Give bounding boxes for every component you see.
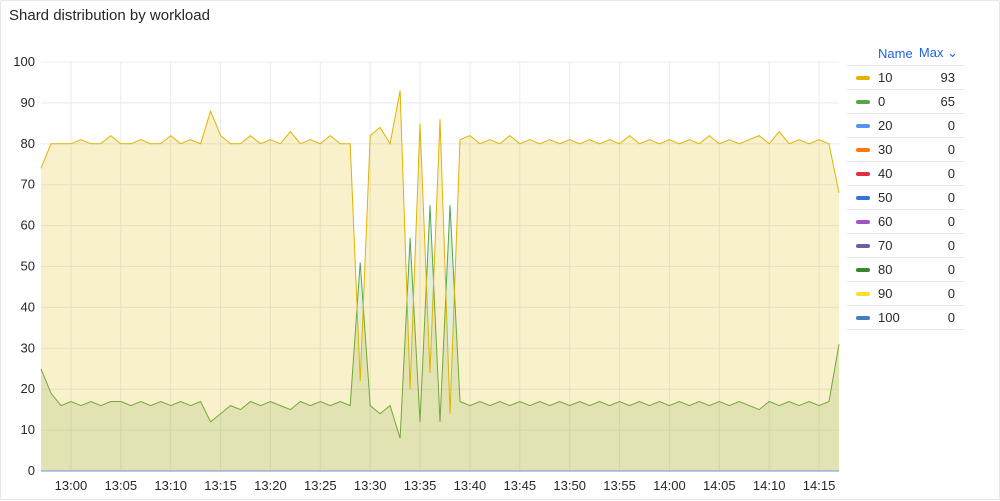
legend-item-max: 0 <box>947 142 955 157</box>
legend-item-max: 0 <box>947 286 955 301</box>
y-tick-label: 10 <box>21 422 35 437</box>
x-tick-label: 13:00 <box>55 478 88 493</box>
legend-item-50[interactable]: 50 0 <box>847 186 964 210</box>
legend-item-max: 0 <box>947 214 955 229</box>
legend-swatch <box>856 315 870 320</box>
legend-item-max: 93 <box>940 70 955 85</box>
panel-title[interactable]: Shard distribution by workload <box>9 7 210 24</box>
legend-swatch <box>856 267 870 272</box>
legend-item-name: 70 <box>878 238 893 253</box>
legend-swatch <box>856 291 870 296</box>
x-tick-label: 14:05 <box>703 478 736 493</box>
legend-item-40[interactable]: 40 0 <box>847 162 964 186</box>
legend-table: Name Max ⌄ 10 93 0 65 20 0 30 0 40 0 50 0 60 0 70 0 80 0 9… <box>847 41 964 330</box>
legend-item-90[interactable]: 90 0 <box>847 282 964 306</box>
legend-header: Name Max ⌄ <box>847 41 964 66</box>
y-tick-label: 30 <box>21 340 35 355</box>
x-tick-label: 13:20 <box>254 478 287 493</box>
y-tick-label: 20 <box>21 381 35 396</box>
y-tick-label: 70 <box>21 177 35 192</box>
legend-swatch <box>856 171 870 176</box>
legend-item-name: 20 <box>878 118 893 133</box>
x-tick-label: 13:05 <box>105 478 138 493</box>
y-tick-label: 90 <box>21 95 35 110</box>
x-tick-label: 14:00 <box>653 478 686 493</box>
legend-item-max: 0 <box>947 190 955 205</box>
legend-item-10[interactable]: 10 93 <box>847 66 964 90</box>
x-tick-label: 14:15 <box>803 478 836 493</box>
legend-item-name: 0 <box>878 94 886 109</box>
x-tick-label: 13:25 <box>304 478 337 493</box>
legend-item-20[interactable]: 20 0 <box>847 114 964 138</box>
series-10-area <box>41 90 839 471</box>
legend-item-30[interactable]: 30 0 <box>847 138 964 162</box>
legend-swatch <box>856 195 870 200</box>
legend-item-name: 50 <box>878 190 893 205</box>
x-tick-label: 13:30 <box>354 478 387 493</box>
y-tick-label: 80 <box>21 136 35 151</box>
legend-swatch <box>856 99 870 104</box>
legend-item-max: 0 <box>947 118 955 133</box>
x-tick-label: 13:55 <box>603 478 636 493</box>
legend-item-70[interactable]: 70 0 <box>847 234 964 258</box>
legend-item-name: 90 <box>878 286 893 301</box>
y-tick-label: 0 <box>28 463 35 478</box>
x-tick-label: 13:50 <box>553 478 586 493</box>
x-tick-label: 13:15 <box>204 478 237 493</box>
legend-swatch <box>856 147 870 152</box>
legend-swatch <box>856 219 870 224</box>
legend-item-max: 0 <box>947 238 955 253</box>
legend-item-name: 10 <box>878 70 893 85</box>
y-tick-label: 40 <box>21 299 35 314</box>
legend-item-name: 60 <box>878 214 893 229</box>
legend-item-name: 100 <box>878 310 900 325</box>
legend-item-0[interactable]: 0 65 <box>847 90 964 114</box>
legend-max-header[interactable]: Max ⌄ <box>918 45 958 60</box>
legend-item-80[interactable]: 80 0 <box>847 258 964 282</box>
series-0-line <box>40 205 840 439</box>
x-tick-label: 13:10 <box>154 478 187 493</box>
legend-item-max: 65 <box>940 94 955 109</box>
legend-rows: 10 93 0 65 20 0 30 0 40 0 50 0 60 0 70 0 80 0 90 0 100 0 <box>847 66 964 330</box>
legend-item-name: 80 <box>878 262 893 277</box>
legend-item-100[interactable]: 100 0 <box>847 306 964 330</box>
y-tick-label: 100 <box>13 54 35 69</box>
legend-name-header[interactable]: Name <box>878 45 913 61</box>
legend-item-name: 40 <box>878 166 893 181</box>
legend-item-max: 0 <box>947 310 955 325</box>
y-tick-label: 50 <box>21 259 35 274</box>
legend-item-60[interactable]: 60 0 <box>847 210 964 234</box>
series-10-line <box>40 90 840 414</box>
legend-item-max: 0 <box>947 166 955 181</box>
legend-swatch <box>856 243 870 248</box>
y-tick-label: 60 <box>21 218 35 233</box>
x-tick-label: 13:35 <box>404 478 437 493</box>
x-tick-label: 13:45 <box>504 478 537 493</box>
series-0-area <box>41 205 839 471</box>
chart-plot-area[interactable]: 0 10 20 30 40 50 60 70 80 90 100 13:00 13:05 13:10 13:… <box>1 1 847 501</box>
legend-swatch <box>856 123 870 128</box>
x-tick-label: 14:10 <box>753 478 786 493</box>
legend-item-max: 0 <box>947 262 955 277</box>
legend-item-name: 30 <box>878 142 893 157</box>
x-tick-label: 13:40 <box>454 478 487 493</box>
legend-swatch <box>856 75 870 80</box>
